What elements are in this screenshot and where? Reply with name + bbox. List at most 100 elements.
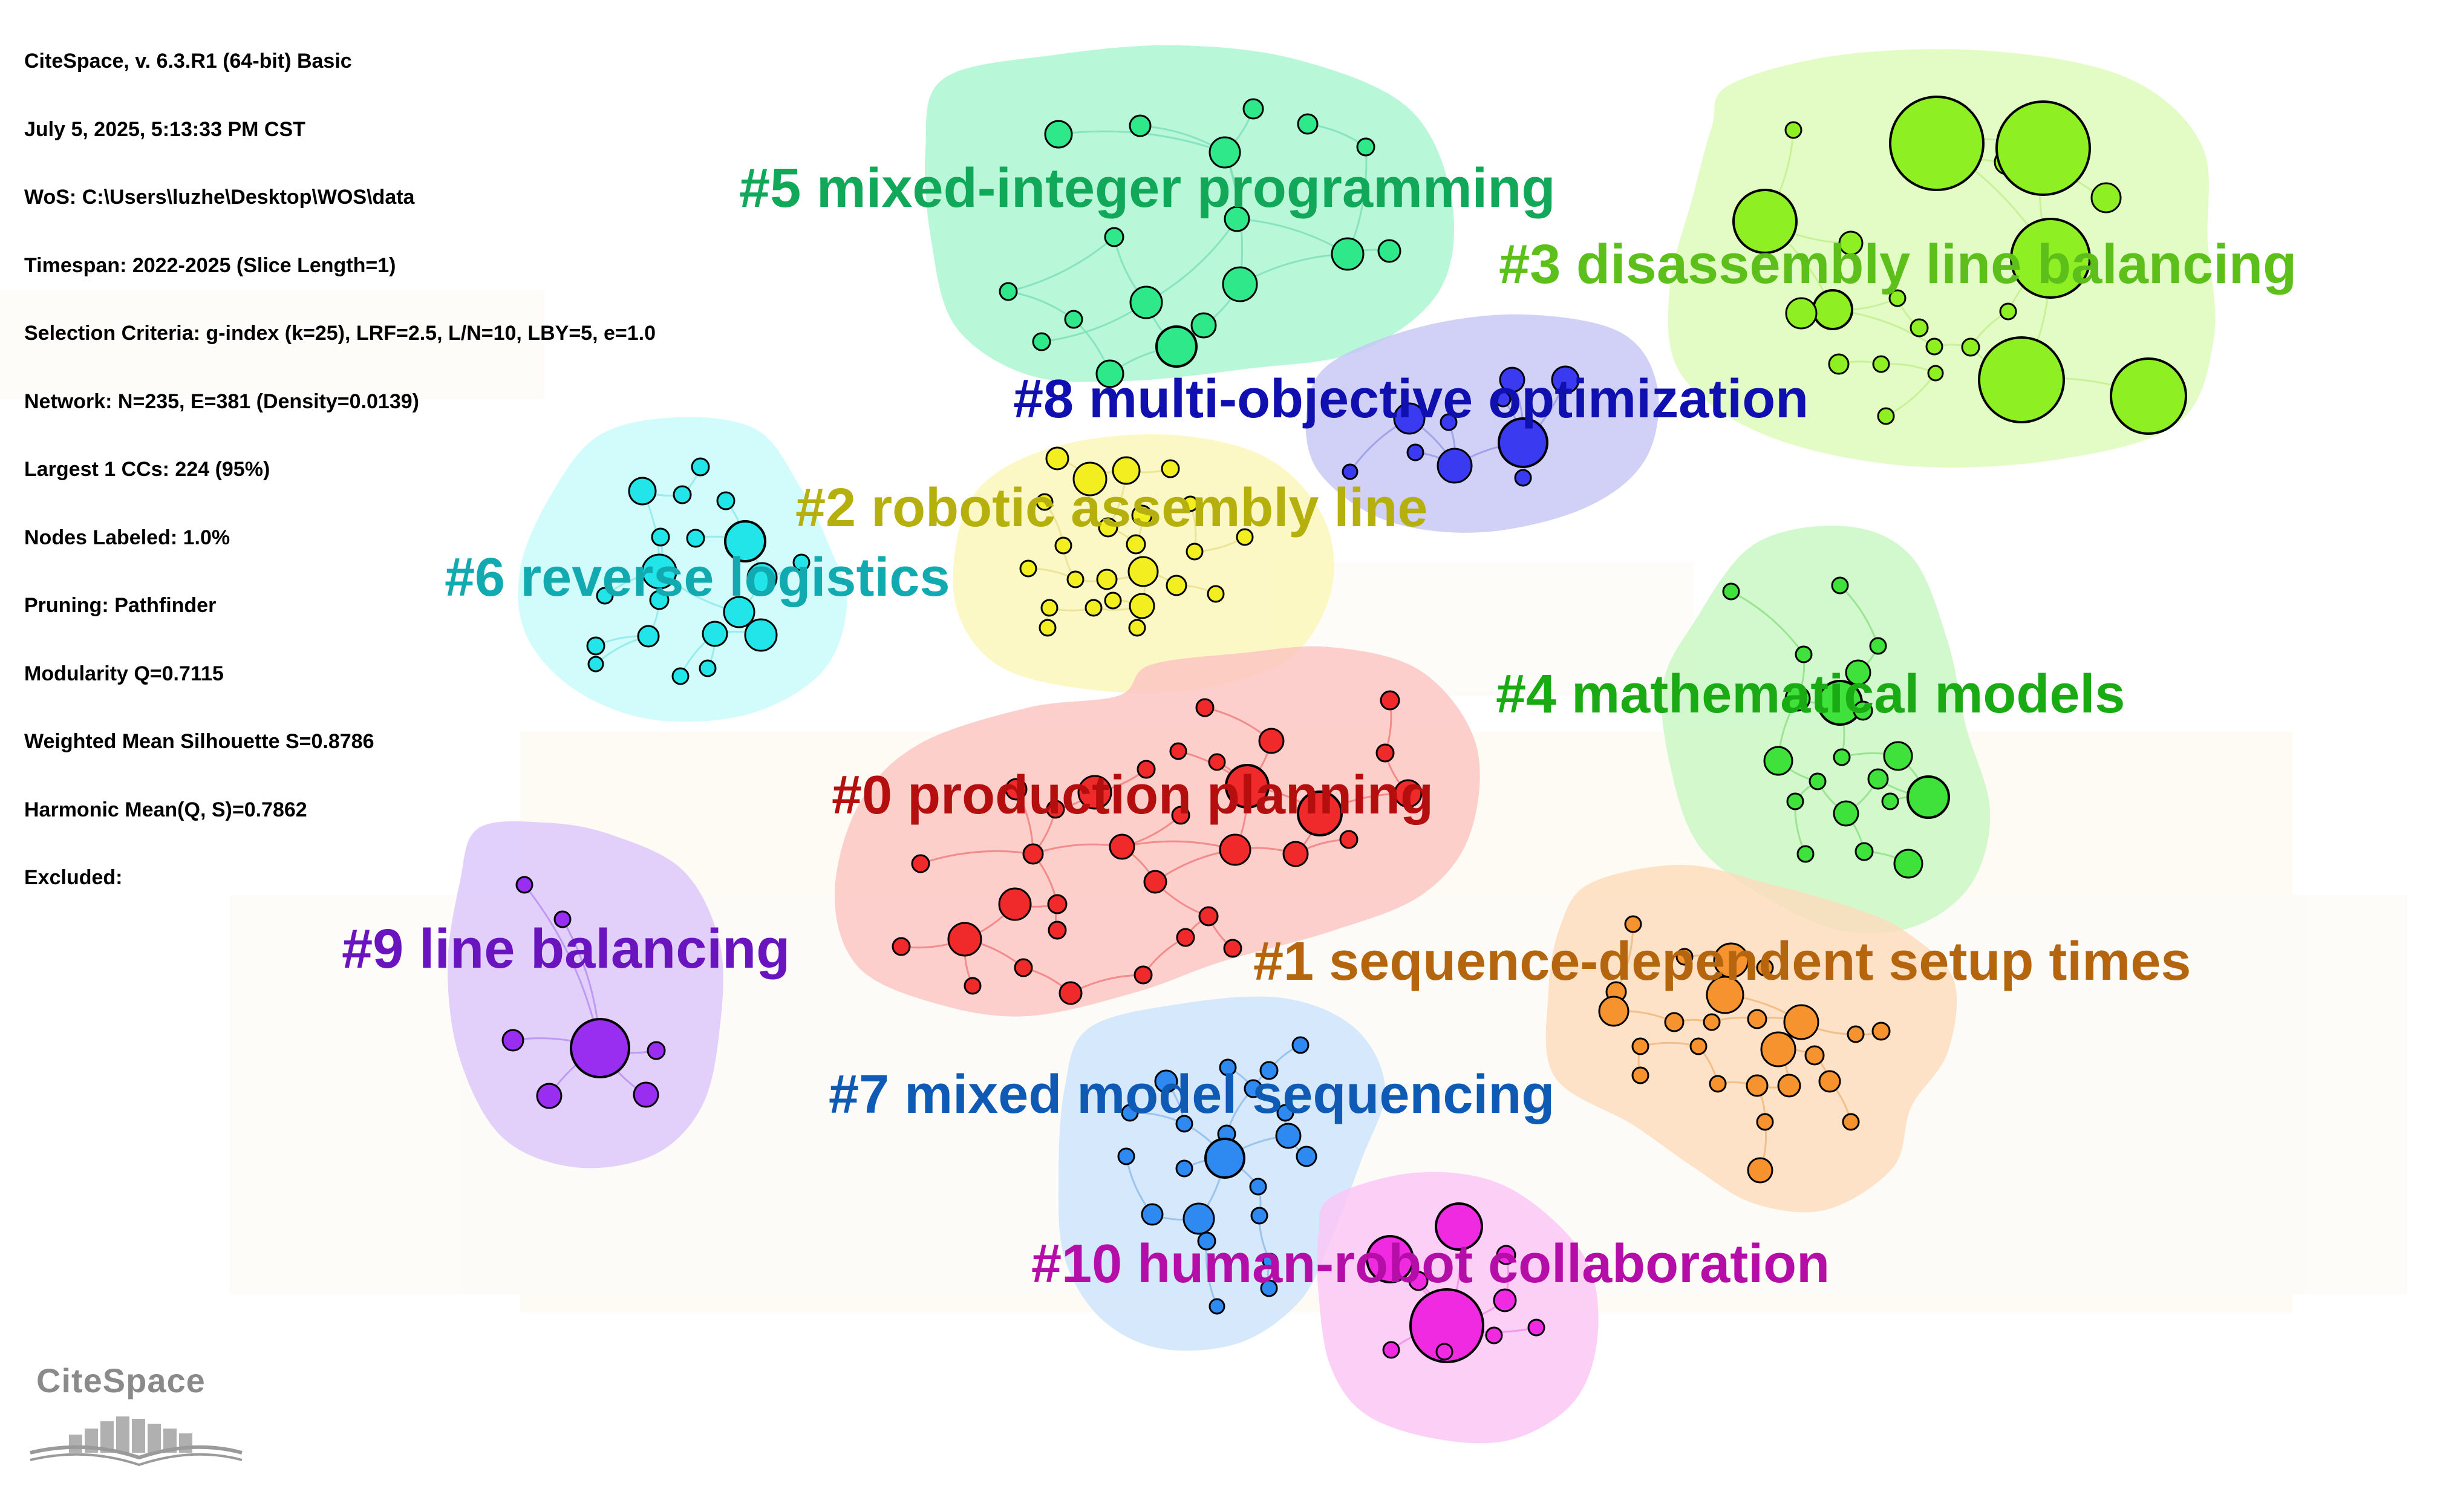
cluster-node-c0-14[interactable] <box>1339 830 1359 849</box>
cluster-node-c10-2[interactable] <box>1408 1271 1429 1291</box>
cluster-node-c1-21[interactable] <box>1709 1075 1727 1093</box>
cluster-node-c6-0[interactable] <box>691 457 710 477</box>
cluster-node-c0-30[interactable] <box>1134 965 1153 985</box>
cluster-label-c6[interactable]: #6 reverse logistics <box>445 547 950 608</box>
cluster-node-c1-5[interactable] <box>1706 976 1744 1014</box>
cluster-label-c8[interactable]: #8 multi-objective optimization <box>1013 369 1809 429</box>
cluster-node-c10-0[interactable] <box>1435 1202 1483 1251</box>
cluster-node-c2-5[interactable] <box>1098 517 1118 538</box>
cluster-node-c3-16[interactable] <box>2110 357 2187 435</box>
cluster-node-c4-3[interactable] <box>1869 637 1887 655</box>
cluster-node-c9-6[interactable] <box>633 1081 659 1108</box>
cluster-node-c6-16[interactable] <box>586 636 605 656</box>
cluster-node-c7-14[interactable] <box>1249 1178 1267 1196</box>
cluster-node-c7-5[interactable] <box>1121 1104 1139 1122</box>
cluster-label-c7[interactable]: #7 mixed model sequencing <box>829 1064 1554 1125</box>
cluster-node-c10-3[interactable] <box>1496 1245 1516 1265</box>
cluster-node-c2-6[interactable] <box>1131 504 1153 526</box>
cluster-node-c1-15[interactable] <box>1760 1031 1796 1067</box>
cluster-node-c3-3[interactable] <box>1995 100 2091 196</box>
cluster-node-c1-24[interactable] <box>1747 1157 1773 1184</box>
cluster-node-c9-4[interactable] <box>647 1041 666 1060</box>
cluster-node-c0-4[interactable] <box>1375 743 1395 763</box>
cluster-node-c10-1[interactable] <box>1366 1235 1414 1283</box>
cluster-node-c0-25[interactable] <box>947 922 982 957</box>
cluster-node-c5-3[interactable] <box>1297 113 1319 135</box>
cluster-node-c1-23[interactable] <box>1842 1113 1860 1131</box>
cluster-node-c5-14[interactable] <box>1190 312 1217 339</box>
cluster-node-c7-11[interactable] <box>1175 1159 1193 1178</box>
cluster-node-c3-19[interactable] <box>1927 365 1944 382</box>
cluster-node-c8-1[interactable] <box>1551 365 1580 394</box>
cluster-node-c4-16[interactable] <box>1881 792 1899 810</box>
cluster-node-c7-19[interactable] <box>1262 1253 1279 1269</box>
cluster-node-c6-5[interactable] <box>651 527 670 547</box>
cluster-node-c0-27[interactable] <box>1176 928 1195 947</box>
cluster-node-c7-17[interactable] <box>1250 1207 1268 1225</box>
cluster-node-c7-10[interactable] <box>1117 1147 1135 1165</box>
cluster-node-c3-6[interactable] <box>1838 230 1864 256</box>
cluster-node-c2-21[interactable] <box>1129 593 1155 619</box>
cluster-node-c0-26[interactable] <box>1048 921 1067 940</box>
cluster-node-c3-7[interactable] <box>2010 218 2091 299</box>
cluster-node-c10-9[interactable] <box>1435 1343 1453 1361</box>
cluster-node-c2-3[interactable] <box>1161 459 1180 478</box>
cluster-node-c6-8[interactable] <box>641 553 677 590</box>
cluster-label-c5[interactable]: #5 mixed-integer programming <box>739 157 1556 219</box>
cluster-node-c5-10[interactable] <box>999 282 1018 301</box>
cluster-node-c0-23[interactable] <box>1198 906 1219 927</box>
cluster-node-c9-3[interactable] <box>501 1029 524 1052</box>
cluster-node-c10-6[interactable] <box>1527 1318 1545 1337</box>
cluster-node-c3-0[interactable] <box>1784 121 1802 139</box>
cluster-node-c0-0[interactable] <box>1195 698 1215 717</box>
cluster-node-c5-12[interactable] <box>1129 285 1163 319</box>
cluster-node-c0-9[interactable] <box>1225 764 1270 809</box>
cluster-node-c5-2[interactable] <box>1242 98 1264 120</box>
cluster-node-c2-10[interactable] <box>1126 534 1146 555</box>
cluster-node-c7-4[interactable] <box>1244 1079 1263 1098</box>
cluster-node-c3-9[interactable] <box>1785 297 1818 330</box>
cluster-node-c7-18[interactable] <box>1197 1231 1216 1251</box>
cluster-node-c8-0[interactable] <box>1499 367 1525 393</box>
cluster-node-c0-5[interactable] <box>1137 760 1156 779</box>
cluster-node-c0-28[interactable] <box>1223 939 1242 958</box>
cluster-node-c2-22[interactable] <box>1039 619 1057 637</box>
cluster-node-c6-2[interactable] <box>673 485 692 504</box>
cluster-label-c2[interactable]: #2 robotic assembly line <box>795 478 1427 538</box>
cluster-node-c6-18[interactable] <box>671 667 690 685</box>
cluster-node-c5-0[interactable] <box>1044 120 1073 149</box>
cluster-node-c1-6[interactable] <box>1598 996 1629 1027</box>
cluster-node-c4-17[interactable] <box>1796 845 1815 863</box>
cluster-node-c6-7[interactable] <box>792 553 811 572</box>
cluster-node-c6-9[interactable] <box>746 562 778 593</box>
cluster-node-c5-9[interactable] <box>1104 227 1124 247</box>
cluster-node-c8-3[interactable] <box>1440 413 1458 431</box>
cluster-node-c2-2[interactable] <box>1112 456 1141 485</box>
cluster-label-c10[interactable]: #10 human-robot collaboration <box>1031 1234 1830 1294</box>
cluster-node-c0-17[interactable] <box>1109 833 1135 860</box>
cluster-node-c4-13[interactable] <box>1809 772 1827 790</box>
cluster-node-c1-0[interactable] <box>1624 915 1642 933</box>
cluster-node-c0-1[interactable] <box>1380 690 1400 711</box>
cluster-node-c7-2[interactable] <box>1259 1061 1279 1080</box>
cluster-node-c4-2[interactable] <box>1795 645 1813 663</box>
cluster-node-c1-13[interactable] <box>1631 1037 1649 1055</box>
cluster-node-c3-18[interactable] <box>1872 355 1890 373</box>
cluster-node-c1-16[interactable] <box>1804 1045 1825 1066</box>
cluster-node-c4-12[interactable] <box>1907 775 1950 819</box>
cluster-node-c1-18[interactable] <box>1746 1074 1769 1097</box>
cluster-node-c0-20[interactable] <box>1143 870 1167 894</box>
cluster-node-c0-21[interactable] <box>998 887 1032 921</box>
cluster-node-c6-4[interactable] <box>724 520 766 562</box>
cluster-node-c0-22[interactable] <box>1047 894 1068 914</box>
cluster-node-c0-13[interactable] <box>1297 790 1343 836</box>
cluster-node-c0-6[interactable] <box>1208 753 1226 771</box>
cluster-node-c7-1[interactable] <box>1219 1058 1237 1077</box>
cluster-node-c0-8[interactable] <box>1077 775 1112 810</box>
cluster-node-c8-7[interactable] <box>1437 448 1473 484</box>
cluster-node-c0-16[interactable] <box>1022 843 1044 865</box>
cluster-node-c5-8[interactable] <box>1377 239 1401 263</box>
cluster-node-c2-0[interactable] <box>1045 446 1069 471</box>
cluster-node-c3-17[interactable] <box>1828 353 1850 375</box>
cluster-node-c8-5[interactable] <box>1498 417 1548 468</box>
